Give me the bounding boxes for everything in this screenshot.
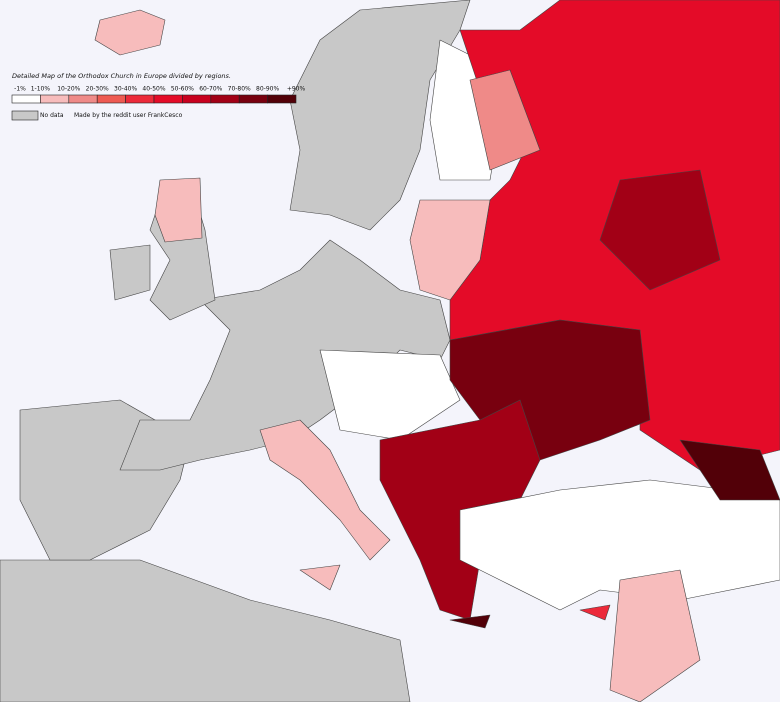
legend-label: 40-50%	[142, 86, 165, 93]
map-title: Detailed Map of the Orthodox Church in E…	[12, 72, 231, 80]
legend-label: 80-90%	[256, 86, 279, 93]
region	[0, 559, 411, 702]
legend-swatch	[267, 94, 297, 104]
legend-label: 70-80%	[228, 86, 251, 93]
region	[94, 9, 166, 56]
legend-swatch	[11, 110, 39, 121]
legend-label: No data	[40, 112, 64, 119]
region	[319, 349, 461, 441]
legend-label: -1%	[14, 86, 26, 93]
legend-label: 1-10%	[31, 86, 51, 93]
legend-swatch	[68, 94, 98, 104]
region	[154, 177, 203, 243]
region	[599, 169, 721, 291]
credit: Made by the reddit user FrankCesco	[74, 112, 183, 119]
legend-label: 30-40%	[114, 86, 137, 93]
region	[449, 614, 491, 629]
legend-label: 50-60%	[171, 86, 194, 93]
legend-swatch	[40, 94, 70, 104]
region	[459, 479, 780, 611]
legend-swatch	[125, 94, 155, 104]
legend-label: 10-20%	[57, 86, 80, 93]
region	[109, 244, 151, 301]
region	[469, 69, 541, 171]
legend-swatch	[210, 94, 240, 104]
region	[679, 439, 780, 501]
legend-label: +90%	[287, 86, 306, 93]
legend-label: 60-70%	[199, 86, 222, 93]
region	[259, 419, 391, 561]
legend-swatch	[182, 94, 212, 104]
region	[409, 199, 491, 301]
legend-swatch	[11, 94, 41, 104]
region	[299, 564, 341, 591]
legend-label: 20-30%	[86, 86, 109, 93]
legend-swatch	[96, 94, 126, 104]
region	[609, 569, 701, 702]
legend: Detailed Map of the Orthodox Church in E…	[11, 72, 306, 121]
region	[579, 604, 611, 621]
legend-swatch	[153, 94, 183, 104]
legend-swatch	[238, 94, 268, 104]
